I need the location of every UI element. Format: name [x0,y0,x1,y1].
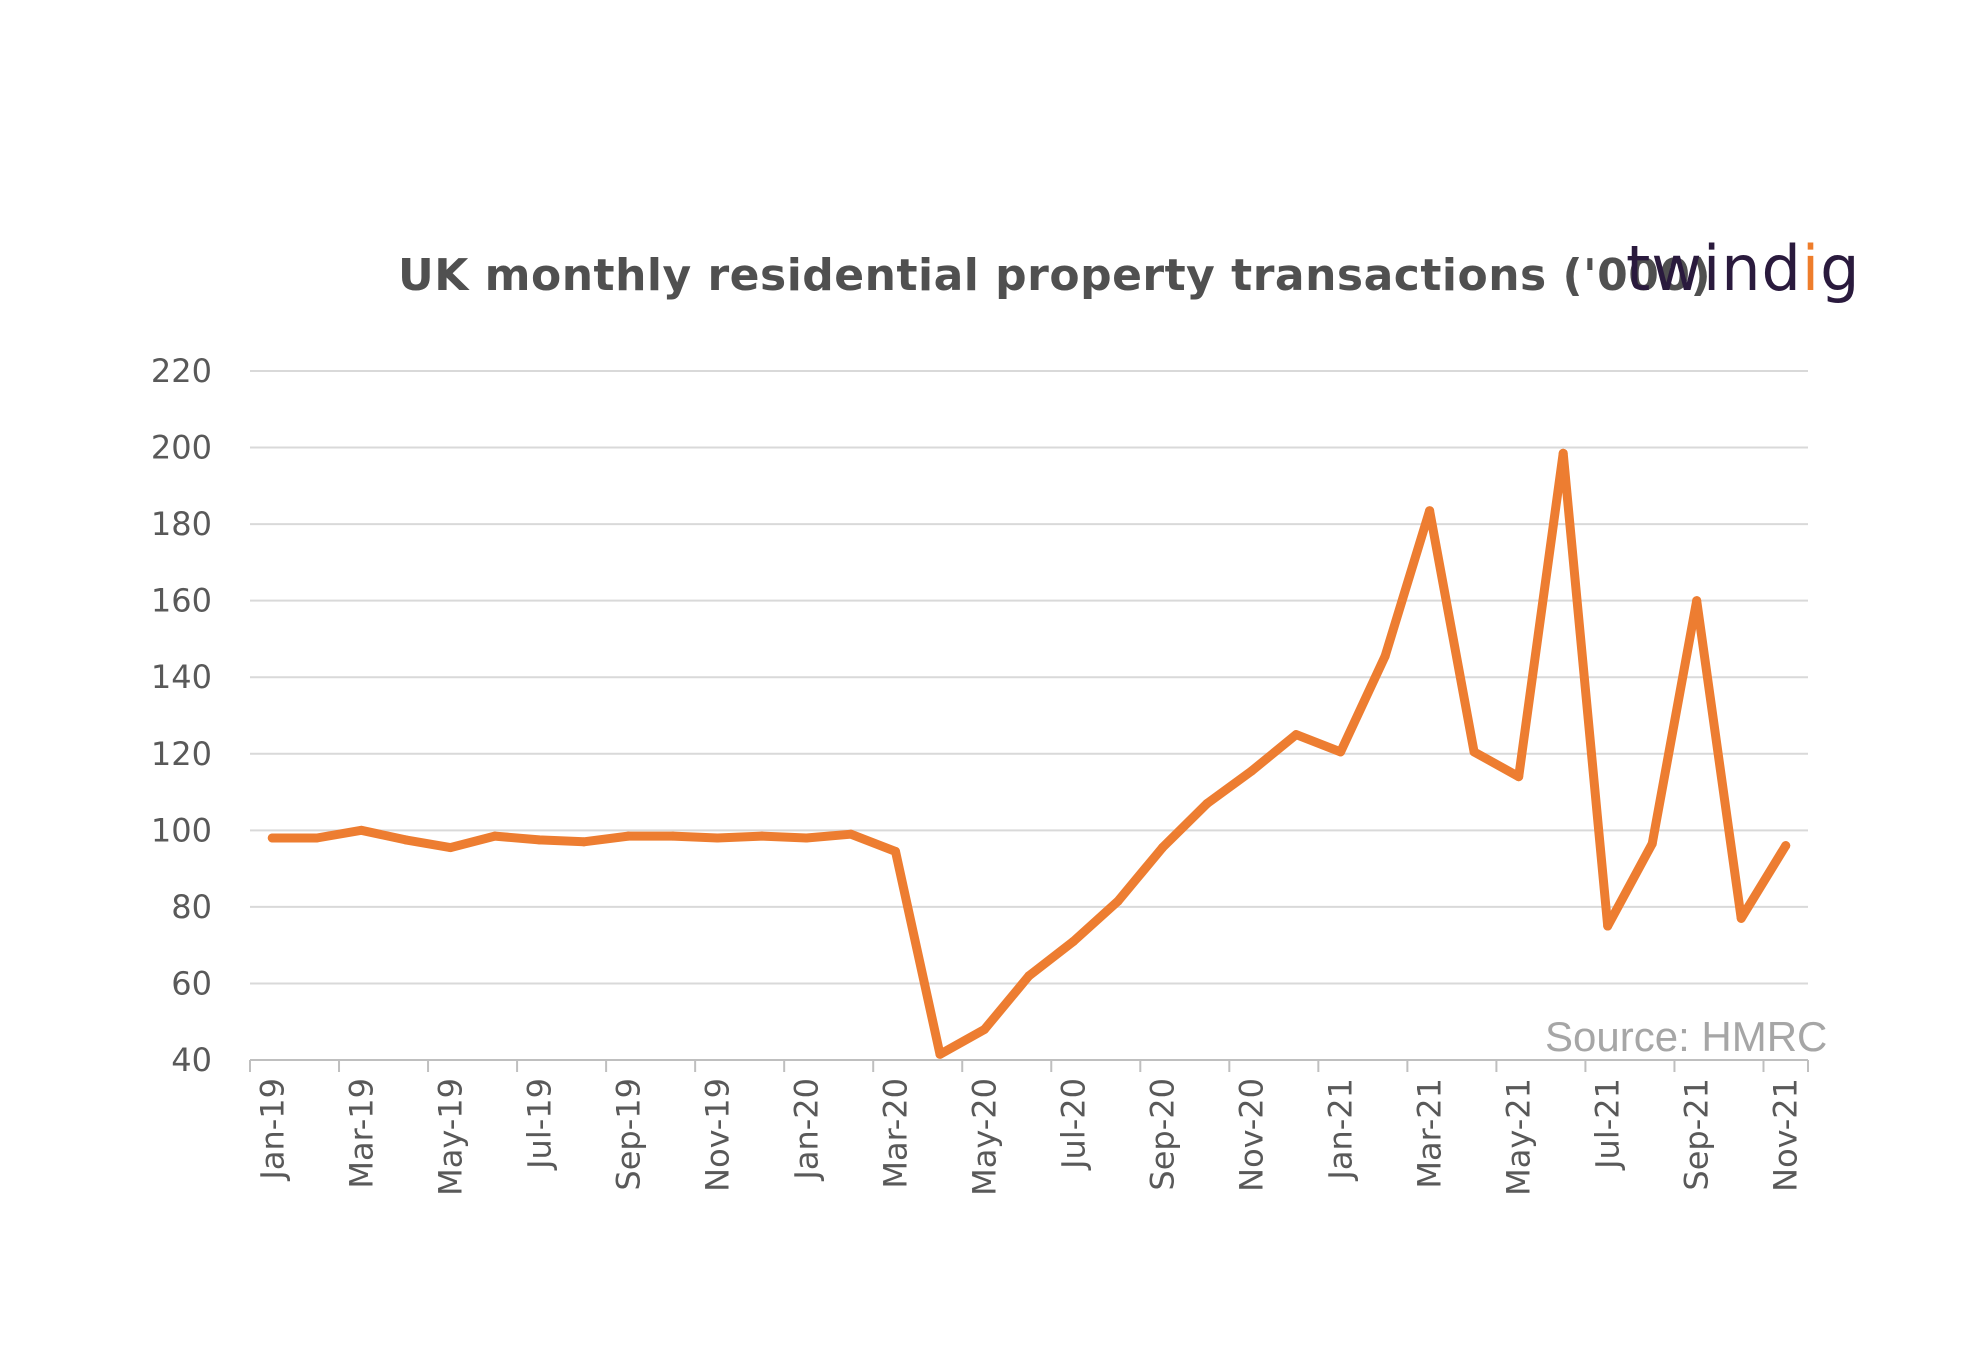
x-axis [249,1059,1809,1072]
data-point-Sep-21 [1692,596,1702,606]
y-tick-label: 80 [171,888,212,926]
x-tick-label: May-20 [965,1078,1003,1196]
chart-title: UK monthly residential property transact… [398,250,1712,301]
data-point-Aug-21 [1647,839,1657,849]
y-tick-label: 180 [151,505,212,543]
data-point-Mar-21 [1425,506,1435,516]
data-point-Aug-20 [1113,896,1123,906]
y-tick-label: 220 [151,352,212,390]
data-point-Apr-19 [401,835,411,845]
x-tick-label: Jul-19 [520,1078,558,1171]
data-point-May-19 [445,843,455,853]
x-tick-label: Jul-21 [1589,1078,1627,1171]
brand-logo: twindig [1626,232,1861,305]
y-tick-label: 120 [151,735,212,773]
data-point-Jan-21 [1336,747,1346,757]
data-point-Feb-21 [1380,651,1390,661]
y-tick-label: 160 [151,582,212,620]
gridlines [250,370,1808,985]
y-tick-label: 60 [171,964,212,1002]
x-tick-label: Jan-21 [1322,1078,1360,1182]
data-point-Aug-19 [579,837,589,847]
data-point-Nov-21 [1781,841,1791,851]
x-tick-label: Nov-21 [1767,1078,1805,1192]
y-tick-label: 100 [151,811,212,849]
data-point-Jun-20 [1024,971,1034,981]
x-tick-label: May-21 [1500,1078,1538,1196]
x-tick-label: Nov-19 [698,1078,736,1192]
data-point-Apr-20 [935,1049,945,1059]
data-point-Dec-20 [1291,730,1301,740]
x-tick-label: Mar-21 [1411,1078,1449,1189]
data-point-Nov-20 [1247,766,1257,776]
data-point-Jul-20 [1069,936,1079,946]
source-note: Source: HMRC [1545,1013,1828,1060]
x-tick-label: Sep-21 [1678,1078,1716,1191]
data-point-Jan-19 [267,833,277,843]
y-axis-tick-labels: 40 60 80 100 120 140 160 180 200 220 [151,352,212,1079]
x-tick-label: Sep-19 [609,1078,647,1191]
x-tick-label: Jul-20 [1055,1078,1093,1171]
y-tick-label: 140 [151,658,212,696]
data-point-Feb-19 [312,833,322,843]
x-tick-label: Jan-19 [253,1078,291,1182]
x-tick-label: Nov-20 [1233,1078,1271,1192]
y-tick-label: 40 [171,1041,212,1079]
data-point-May-21 [1514,772,1524,782]
data-point-Mar-20 [890,846,900,856]
y-tick-label: 200 [151,429,212,467]
data-point-Jun-21 [1558,448,1568,458]
x-axis-tick-labels: Jan-19 Mar-19 May-19 Jul-19 Sep-19 Nov-19 Jan-… [253,1078,1804,1196]
data-point-Jun-19 [490,831,500,841]
data-point-Apr-21 [1469,747,1479,757]
data-point-Feb-20 [846,829,856,839]
x-tick-label: Jan-20 [787,1078,825,1182]
data-point-Sep-19 [623,831,633,841]
data-point-Jan-20 [801,833,811,843]
x-tick-label: Sep-20 [1144,1078,1182,1191]
brand-logo-accent-i: i [1801,232,1821,305]
data-point-Oct-20 [1202,799,1212,809]
data-point-Dec-19 [757,831,767,841]
data-point-Sep-20 [1158,843,1168,853]
x-tick-label: Mar-20 [876,1078,914,1189]
x-tick-label: May-19 [431,1078,469,1196]
data-point-Oct-19 [668,831,678,841]
data-point-Mar-19 [356,825,366,835]
data-point-Jul-19 [534,835,544,845]
data-point-Nov-19 [712,833,722,843]
x-tick-label: Mar-19 [342,1078,380,1189]
data-point-Oct-21 [1736,913,1746,923]
series-layer [267,448,1791,1059]
data-point-Jul-21 [1603,921,1613,931]
data-point-May-20 [979,1024,989,1034]
